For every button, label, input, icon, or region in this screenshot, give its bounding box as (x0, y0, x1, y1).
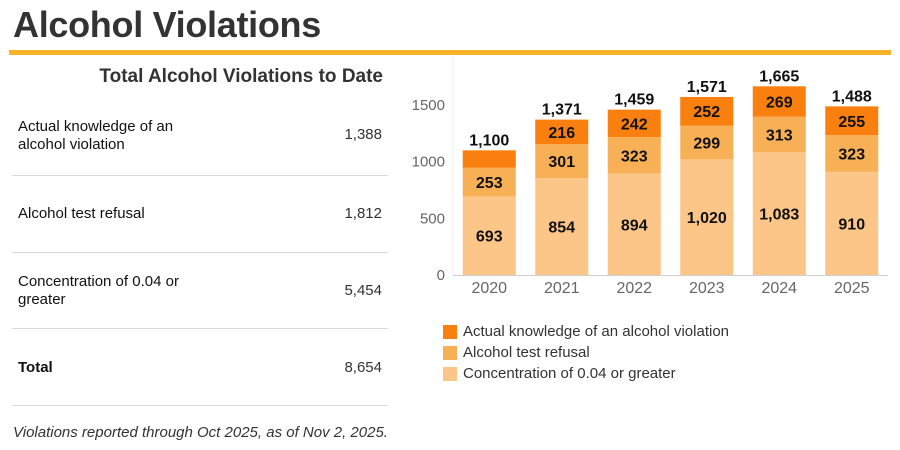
bar-segment-label: 301 (548, 154, 575, 171)
summary-row-total: Total 8,654 (12, 329, 388, 406)
bar-segment (535, 178, 589, 275)
bar-segment-label: 323 (838, 147, 865, 164)
bar-total-label: 1,371 (542, 102, 582, 119)
summary-row-test-refusal: Alcohol test refusal 1,812 (12, 176, 388, 253)
legend-item-concentration: Concentration of 0.04 or greater (443, 363, 729, 384)
bar-total-label: 1,571 (687, 79, 727, 96)
summary-row-value: 5,454 (344, 282, 382, 299)
summary-row-value: 1,812 (344, 205, 382, 222)
x-tick-label: 2021 (544, 280, 580, 297)
summary-row-label: Concentration of 0.04 or greater (18, 273, 179, 308)
bar-segment (752, 116, 806, 153)
bar-segment (607, 173, 661, 275)
y-tick-label: 1000 (412, 154, 445, 171)
bar-segment (462, 196, 516, 275)
bar-segment-label: 299 (693, 135, 720, 152)
bar-segment (462, 167, 516, 197)
bar-segment-label: 323 (621, 148, 648, 165)
bar-total-label: 1,488 (832, 88, 872, 105)
bar-segment (752, 152, 806, 275)
legend-swatch (443, 366, 457, 381)
bar-segment (680, 96, 734, 126)
y-tick-label: 0 (437, 267, 445, 284)
legend-label: Alcohol test refusal (463, 344, 590, 361)
bar-segment-label: 253 (476, 175, 503, 192)
bar-segment (607, 109, 661, 138)
title-divider (9, 50, 891, 55)
y-tick-label: 1500 (412, 97, 445, 114)
bar-segment (752, 86, 806, 117)
bar-segment-label: 252 (693, 104, 720, 121)
legend-swatch (443, 345, 457, 360)
legend-label: Actual knowledge of an alcohol violation (463, 323, 730, 340)
bar-segment-label: 242 (621, 116, 648, 133)
legend-item-test-refusal: Alcohol test refusal (443, 342, 729, 363)
page-title: Alcohol Violations (13, 4, 321, 45)
y-tick-label: 500 (420, 210, 445, 227)
bar-segment-label: 693 (476, 229, 503, 246)
bar-segment (825, 171, 879, 275)
bar-segment-label: 1,083 (759, 207, 799, 224)
legend-label: Concentration of 0.04 or greater (463, 365, 676, 382)
bar-segment-label: 854 (548, 220, 575, 237)
bar-segment-label: 910 (838, 216, 865, 233)
x-tick-label: 2024 (761, 280, 797, 297)
bar-segment (462, 150, 516, 168)
bar-segment-label: 269 (766, 95, 793, 112)
x-tick-label: 2022 (616, 280, 652, 297)
x-tick-label: 2025 (834, 280, 870, 297)
chart-legend: Actual knowledge of an alcohol violation… (443, 321, 729, 384)
bar-segment-label: 313 (766, 128, 793, 145)
bar-segment (680, 125, 734, 160)
summary-title: Total Alcohol Violations to Date (99, 66, 383, 87)
summary-table: Actual knowledge of an alcohol violation… (12, 98, 388, 406)
bar-segment (535, 144, 589, 179)
legend-swatch (443, 324, 457, 339)
summary-row-value: 8,654 (344, 359, 382, 376)
bar-segment-label: 255 (838, 114, 865, 131)
stacked-bar-chart: 0 500 1000 1500 693 253 1,100 2020 854 301 216 1,37… (412, 55, 888, 297)
summary-row-label: Actual knowledge of an alcohol violation (18, 118, 174, 153)
bar-segment-label: 216 (548, 125, 575, 142)
bar-segment-label: 1,020 (687, 210, 727, 227)
bar-segment (607, 137, 661, 174)
legend-item-actual-knowledge: Actual knowledge of an alcohol violation (443, 321, 729, 342)
bar-segment (680, 159, 734, 275)
bar-segment-label: 894 (621, 217, 648, 234)
summary-row-actual-knowledge: Actual knowledge of an alcohol violation… (12, 98, 388, 176)
bar-total-label: 1,100 (469, 132, 509, 149)
summary-row-label: Total (18, 359, 53, 376)
bar-segment (535, 119, 589, 145)
footnote: Violations reported through Oct 2025, as… (13, 424, 388, 441)
bar-total-label: 1,665 (759, 68, 799, 85)
summary-row-concentration: Concentration of 0.04 or greater 5,454 (12, 253, 388, 329)
bar-segment (825, 135, 879, 172)
summary-row-value: 1,388 (344, 126, 382, 143)
x-tick-label: 2023 (689, 280, 725, 297)
bar-segment (825, 106, 879, 136)
bar-total-label: 1,459 (614, 92, 654, 109)
summary-row-label: Alcohol test refusal (18, 205, 145, 222)
x-tick-label: 2020 (471, 280, 507, 297)
